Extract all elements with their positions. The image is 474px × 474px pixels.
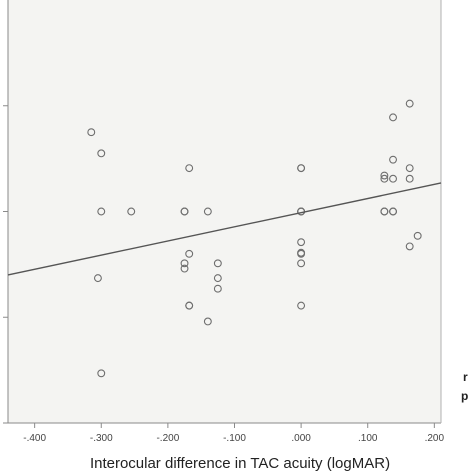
data-point-8	[185, 164, 194, 173]
data-point-1	[97, 149, 106, 158]
data-point-30	[380, 207, 389, 216]
data-point-13	[213, 259, 222, 268]
data-point-42	[413, 231, 422, 240]
data-point-37	[389, 113, 397, 122]
data-point-4	[97, 369, 106, 378]
data-point-32	[380, 171, 389, 180]
x-tick-label-6: .200	[425, 433, 445, 444]
data-point-20	[297, 164, 306, 173]
data-point-5	[127, 207, 136, 216]
x-axis-ticks: -.400 -.300 -.200 -.100 .000 .100 .200	[23, 423, 445, 444]
data-point-31	[380, 174, 389, 183]
fit-line	[7, 182, 442, 276]
data-point-15	[213, 284, 222, 293]
x-tick-label-1: -.300	[90, 433, 113, 444]
x-tick-label-5: .100	[358, 433, 378, 444]
data-point-39	[405, 164, 414, 173]
side-note-line-1: r	[463, 370, 468, 384]
data-point-10	[185, 249, 194, 258]
data-point-41	[405, 242, 414, 251]
data-point-26	[297, 249, 306, 258]
data-point-18	[203, 317, 212, 326]
data-point-36	[389, 155, 397, 164]
data-point-11	[180, 259, 189, 268]
data-point-24	[297, 238, 306, 247]
data-point-27	[297, 259, 306, 268]
data-point-28	[297, 301, 306, 310]
data-points	[87, 99, 422, 378]
data-point-12	[180, 264, 189, 273]
data-point-3	[93, 274, 102, 283]
data-point-9	[203, 207, 212, 216]
data-point-40	[405, 174, 414, 183]
y-axis-ticks	[3, 105, 8, 424]
side-note-line-2: p	[461, 389, 468, 403]
data-point-34	[389, 207, 397, 216]
x-axis-title: Interocular difference in TAC acuity (lo…	[90, 455, 390, 472]
data-point-0	[87, 128, 96, 137]
plot-background	[8, 0, 441, 423]
x-tick-label-4: .000	[291, 433, 311, 444]
data-point-17	[185, 301, 194, 310]
x-tick-label-0: -.400	[23, 433, 46, 444]
data-point-14	[213, 274, 222, 283]
data-point-38	[405, 99, 414, 108]
data-point-7	[180, 207, 189, 216]
data-point-35	[389, 174, 397, 183]
x-tick-label-2: -.200	[156, 433, 179, 444]
x-tick-label-3: -.100	[223, 433, 246, 444]
data-point-2	[97, 207, 106, 216]
